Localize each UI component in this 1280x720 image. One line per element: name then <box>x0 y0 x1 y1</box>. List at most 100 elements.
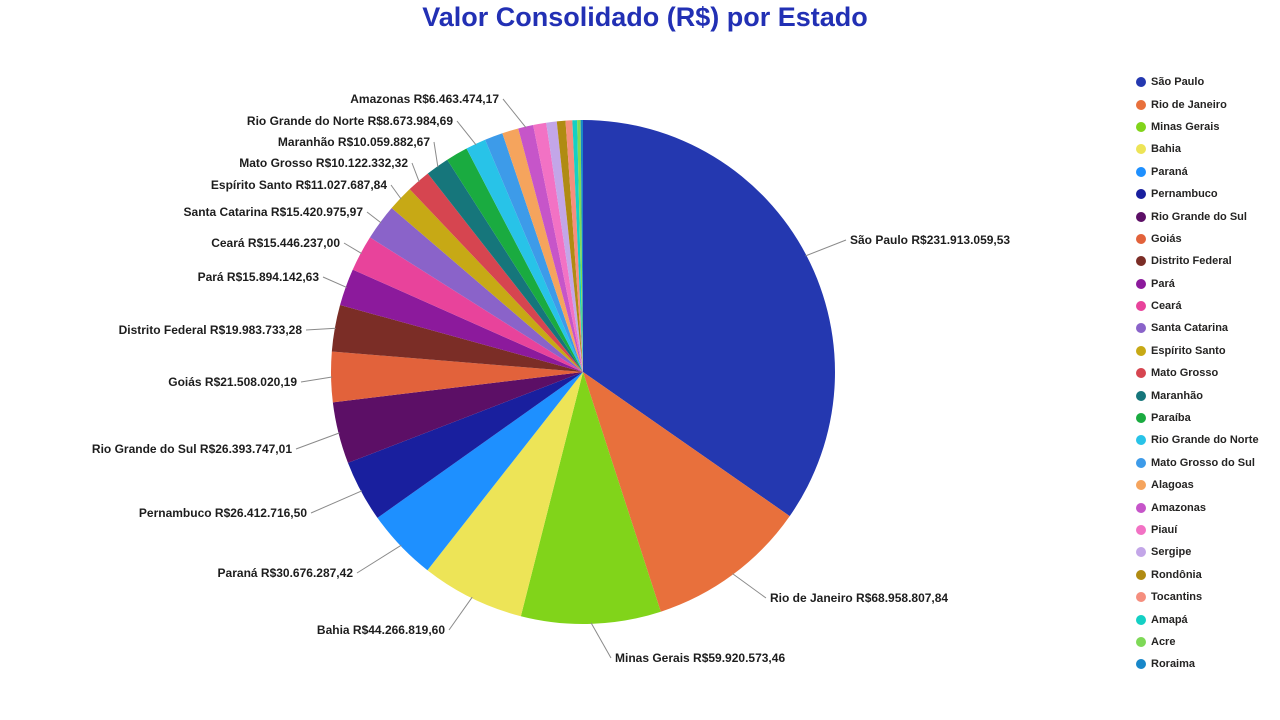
legend-item-distrito-federal[interactable]: Distrito Federal <box>1136 250 1259 272</box>
callout-line-minas-gerais <box>590 622 612 659</box>
pie-slice-rio-grande-do-sul[interactable] <box>332 372 583 463</box>
pie-slice-rondonia[interactable] <box>556 120 583 372</box>
callout-label-para: Pará R$15.894.142,63 <box>197 270 319 284</box>
pie-slice-para[interactable] <box>340 269 583 372</box>
pie-slice-mato-grosso-do-sul[interactable] <box>485 133 583 372</box>
legend-swatch-icon <box>1136 413 1146 424</box>
callout-label-goias: Goiás R$21.508.020,19 <box>168 375 297 389</box>
legend-swatch-icon <box>1136 166 1146 177</box>
legend-item-rio-grande-do-sul[interactable]: Rio Grande do Sul <box>1136 205 1259 227</box>
legend-item-rio-grande-do-norte[interactable]: Rio Grande do Norte <box>1136 429 1259 451</box>
legend-item-para[interactable]: Pará <box>1136 273 1259 295</box>
pie-slice-distrito-federal[interactable] <box>331 305 583 372</box>
callout-label-rio-de-janeiro: Rio de Janeiro R$68.958.807,84 <box>770 591 949 605</box>
legend-label: Mato Grosso do Sul <box>1151 456 1255 469</box>
pie-slice-paraiba[interactable] <box>447 148 583 372</box>
callout-line-mato-grosso <box>411 162 420 182</box>
legend-swatch-icon <box>1136 480 1146 491</box>
legend-item-mato-grosso-do-sul[interactable]: Mato Grosso do Sul <box>1136 452 1259 474</box>
callout-label-parana: Paraná R$30.676.287,42 <box>217 566 353 580</box>
callout-line-espirito-santo <box>390 184 402 200</box>
callout-line-distrito-federal <box>305 327 336 331</box>
pie-slice-sao-paulo[interactable] <box>583 120 835 517</box>
legend-item-amazonas[interactable]: Amazonas <box>1136 496 1259 518</box>
pie-slice-amapa[interactable] <box>572 120 583 372</box>
legend-item-roraima[interactable]: Roraima <box>1136 653 1259 675</box>
legend-item-minas-gerais[interactable]: Minas Gerais <box>1136 116 1259 138</box>
callout-label-pernambuco: Pernambuco R$26.412.716,50 <box>138 506 307 520</box>
legend-swatch-icon <box>1136 99 1146 110</box>
legend-item-parana[interactable]: Paraná <box>1136 161 1259 183</box>
pie-slice-sergipe[interactable] <box>546 121 583 373</box>
pie-slice-rio-grande-do-norte[interactable] <box>466 139 584 372</box>
legend-label: Santa Catarina <box>1151 322 1229 335</box>
legend-item-amapa[interactable]: Amapá <box>1136 608 1259 630</box>
legend-item-acre[interactable]: Acre <box>1136 631 1259 653</box>
legend-item-ceara[interactable]: Ceará <box>1136 295 1259 317</box>
pie-slice-espirito-santo[interactable] <box>391 189 583 372</box>
legend-item-rio-de-janeiro[interactable]: Rio de Janeiro <box>1136 93 1259 115</box>
pie-slice-piaui[interactable] <box>533 122 583 372</box>
legend-item-piaui[interactable]: Piauí <box>1136 519 1259 541</box>
legend-item-goias[interactable]: Goiás <box>1136 228 1259 250</box>
legend-swatch-icon <box>1136 592 1146 603</box>
legend-item-bahia[interactable]: Bahia <box>1136 138 1259 160</box>
pie-slice-minas-gerais[interactable] <box>520 372 661 624</box>
legend-label: São Paulo <box>1151 76 1205 89</box>
legend-item-mato-grosso[interactable]: Mato Grosso <box>1136 362 1259 384</box>
legend-item-santa-catarina[interactable]: Santa Catarina <box>1136 317 1259 339</box>
callout-line-pernambuco <box>310 490 363 514</box>
legend-item-maranhao[interactable]: Maranhão <box>1136 384 1259 406</box>
callout-label-ceara: Ceará R$15.446.237,00 <box>211 236 340 250</box>
legend-label: Mato Grosso <box>1151 367 1219 380</box>
legend-swatch-icon <box>1136 525 1146 535</box>
legend-label: Paraná <box>1151 165 1188 178</box>
callout-line-para <box>322 276 347 288</box>
legend-item-sao-paulo[interactable]: São Paulo <box>1136 71 1259 93</box>
pie-slice-amazonas[interactable] <box>518 124 583 373</box>
legend-item-paraiba[interactable]: Paraíba <box>1136 407 1259 429</box>
legend-label: Rondônia <box>1151 568 1202 581</box>
legend-item-rondonia[interactable]: Rondônia <box>1136 564 1259 586</box>
legend-label: Rio de Janeiro <box>1151 98 1227 111</box>
legend-label: Distrito Federal <box>1151 255 1232 268</box>
legend-item-tocantins[interactable]: Tocantins <box>1136 586 1259 608</box>
callout-label-bahia: Bahia R$44.266.819,60 <box>316 623 445 637</box>
callout-label-mato-grosso: Mato Grosso R$10.122.332,32 <box>239 156 408 170</box>
callout-line-santa-catarina <box>366 211 382 224</box>
callout-line-rio-grande-do-norte <box>456 120 477 146</box>
callout-line-goias <box>300 376 333 383</box>
callout-line-amazonas <box>502 98 527 128</box>
pie-slice-tocantins[interactable] <box>565 120 583 372</box>
legend-label: Espírito Santo <box>1151 344 1226 357</box>
legend-swatch-icon <box>1136 659 1146 670</box>
pie-slice-goias[interactable] <box>330 351 583 403</box>
legend-label: Roraima <box>1151 658 1196 671</box>
pie-slice-roraima[interactable] <box>580 119 583 372</box>
callout-line-maranhao <box>433 141 439 168</box>
legend-item-alagoas[interactable]: Alagoas <box>1136 474 1259 496</box>
legend-item-sergipe[interactable]: Sergipe <box>1136 541 1259 563</box>
legend-item-espirito-santo[interactable]: Espírito Santo <box>1136 340 1259 362</box>
legend-swatch-icon <box>1136 636 1146 647</box>
legend-label: Piauí <box>1151 524 1178 536</box>
legend-label: Alagoas <box>1151 479 1194 492</box>
pie-slice-rio-de-janeiro[interactable] <box>583 372 790 612</box>
pie-slice-santa-catarina[interactable] <box>369 208 583 372</box>
pie-slice-bahia[interactable] <box>427 372 583 617</box>
legend-swatch-icon <box>1136 189 1146 200</box>
pie-slice-ceara[interactable] <box>352 237 583 372</box>
pie-slice-alagoas[interactable] <box>502 128 583 372</box>
legend-swatch-icon <box>1136 233 1146 244</box>
pie-slice-parana[interactable] <box>377 372 583 571</box>
legend-item-pernambuco[interactable]: Pernambuco <box>1136 183 1259 205</box>
pie-slice-acre[interactable] <box>577 120 583 372</box>
pie-slice-pernambuco[interactable] <box>347 372 583 518</box>
callout-label-amazonas: Amazonas R$6.463.474,17 <box>350 92 499 106</box>
pie-slice-mato-grosso[interactable] <box>409 173 583 372</box>
callout-line-bahia <box>448 596 473 631</box>
pie-slice-maranhao[interactable] <box>427 159 583 372</box>
legend-label: Amazonas <box>1151 501 1207 514</box>
callout-label-santa-catarina: Santa Catarina R$15.420.975,97 <box>183 205 363 219</box>
